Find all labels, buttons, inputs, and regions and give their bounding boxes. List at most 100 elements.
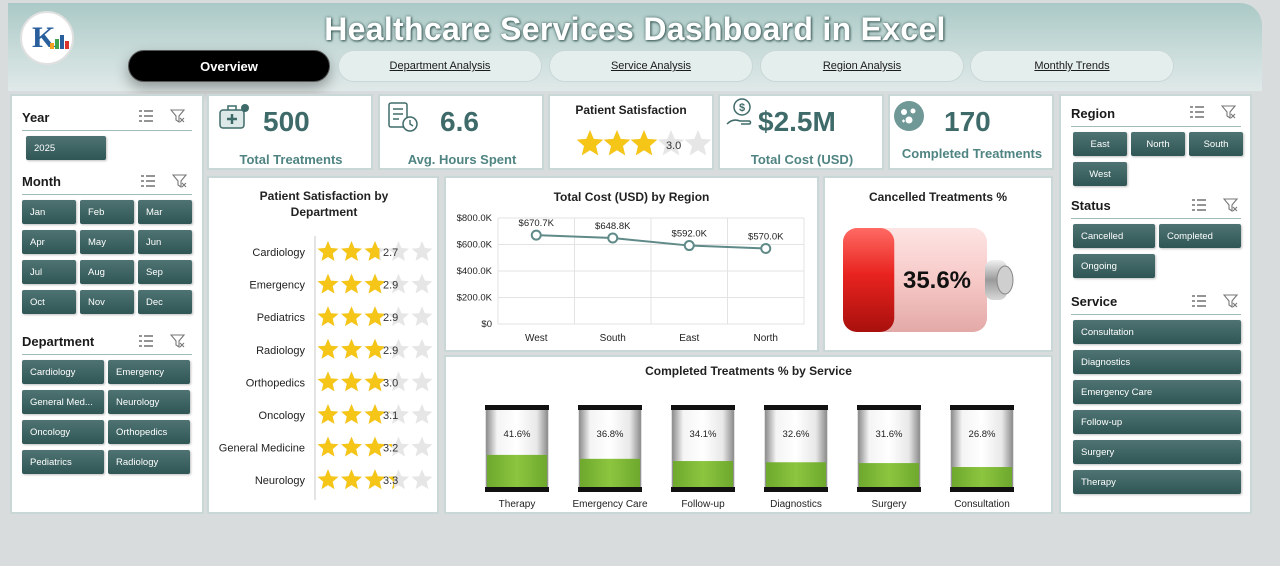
filter-chip-orthopedics[interactable]: Orthopedics [108,420,190,444]
star-rating-radiology [317,338,433,359]
company-logo: K [20,11,74,65]
filter-chip-diagnostics[interactable]: Diagnostics [1073,350,1241,374]
multi-select-icon[interactable] [1191,198,1207,212]
kpi-value: 500 [263,106,310,137]
star-filled-icon [341,273,362,294]
slicer-divider [22,354,192,355]
multi-select-icon[interactable] [140,174,156,188]
filter-chip-consultation[interactable]: Consultation [1073,320,1241,344]
filter-chip-north[interactable]: North [1131,132,1185,156]
y-tick-label: $200.0K [457,293,493,304]
filter-chip-oct[interactable]: Oct [22,290,76,314]
filter-chip-therapy[interactable]: Therapy [1073,470,1241,494]
cancelled-treatments-chart: Cancelled Treatments % 35.6% [823,176,1053,352]
clear-filter-icon[interactable] [170,334,186,348]
clear-filter-icon[interactable] [1223,198,1239,212]
slicer-divider [1071,218,1241,219]
filter-chip-aug[interactable]: Aug [80,260,134,284]
star-filled-icon [364,404,386,424]
data-label: 3.2 [383,443,398,455]
filter-chip-general-med[interactable]: General Med... [22,390,104,414]
filter-chip-south[interactable]: South [1189,132,1243,156]
battery-top-cap [485,405,549,410]
cost-line [536,234,766,250]
multi-select-icon[interactable] [1191,294,1207,308]
money-hand-icon: $ [726,98,752,125]
clear-filter-icon[interactable] [172,174,188,188]
filter-chip-sep[interactable]: Sep [138,260,192,284]
star-empty-icon [388,273,409,294]
filter-chip-surgery[interactable]: Surgery [1073,440,1241,464]
data-label: $570.0K [748,231,784,242]
department-star-chart: Cardiology 2.7 Emergency 2.9 Pediatrics 2.9 Ra… [219,236,433,500]
multi-select-icon[interactable] [138,109,154,123]
battery-terminal [996,265,1014,295]
star-filled-icon [341,338,362,359]
star-empty-icon [411,404,433,424]
filter-chip-west[interactable]: West [1073,162,1127,186]
battery-fill [766,462,826,489]
battery-bottom-cap [950,487,1014,492]
kpi-label: Completed Treatments [901,146,1043,161]
filter-chip-may[interactable]: May [80,230,134,254]
filter-chip-neurology[interactable]: Neurology [108,390,190,414]
star-filled-icon [364,273,384,294]
filter-chip-jul[interactable]: Jul [22,260,76,284]
tab-overview[interactable]: Overview [128,50,330,82]
filter-chip-cancelled[interactable]: Cancelled [1073,224,1155,248]
data-label: 3.0 [383,377,398,389]
tab-department-analysis[interactable]: Department Analysis [338,50,542,82]
filter-chip-mar[interactable]: Mar [138,200,192,224]
star-filled-icon [630,130,658,156]
star-empty-icon [388,338,409,359]
filter-chip-oncology[interactable]: Oncology [22,420,104,444]
battery-diagnostics: 32.6% Diagnostics [764,405,828,510]
star-filled-icon [317,338,339,359]
tab-region-analysis[interactable]: Region Analysis [760,50,964,82]
filter-chip-radiology[interactable]: Radiology [108,450,190,474]
kpi-label: Total Cost (USD) [750,152,854,167]
star-rating-emergency [317,273,433,294]
filter-chip-pediatrics[interactable]: Pediatrics [22,450,104,474]
star-empty-icon [388,404,409,424]
star-filled-icon [388,443,392,448]
data-point [683,240,695,252]
filter-chip-emergency[interactable]: Emergency [108,360,190,384]
filter-chip-nov[interactable]: Nov [80,290,134,314]
clear-filter-icon[interactable] [170,109,186,123]
tab-service-analysis[interactable]: Service Analysis [549,50,753,82]
kpi-value: 170 [944,106,991,137]
chart-title: Cancelled Treatments % [868,190,1008,204]
filter-chip-follow-up[interactable]: Follow-up [1073,410,1241,434]
data-label: 32.6% [783,429,810,440]
clock-clipboard-icon [388,102,418,132]
filter-chip-jun[interactable]: Jun [138,230,192,254]
filter-chip-emergency-care[interactable]: Emergency Care [1073,380,1241,404]
filter-chip-dec[interactable]: Dec [138,290,192,314]
category-label: Radiology [256,345,305,357]
filter-chip-apr[interactable]: Apr [22,230,76,254]
category-label: Neurology [255,475,306,487]
category-label: Emergency Care [572,499,647,510]
kpi-value: $2.5M [758,106,836,137]
filter-chip-completed[interactable]: Completed [1159,224,1241,248]
filter-chip-feb[interactable]: Feb [80,200,134,224]
data-label: 34.1% [690,429,717,440]
star-empty-icon [388,241,409,261]
year-chip[interactable]: 2025 [26,136,106,160]
data-label: 3.1 [383,410,398,422]
tab-monthly-trends[interactable]: Monthly Trends [970,50,1174,82]
filter-chip-cardiology[interactable]: Cardiology [22,360,104,384]
filter-chip-ongoing[interactable]: Ongoing [1073,254,1155,278]
y-tick-label: $800.0K [457,213,493,224]
kpi-rating-label: 3.0 [666,140,681,152]
service-battery-chart: 41.6% Therapy 36.8% Emergency Care 34.1% Foll… [485,405,1014,510]
filter-chip-east[interactable]: East [1073,132,1127,156]
multi-select-icon[interactable] [1189,105,1205,119]
clear-filter-icon[interactable] [1221,105,1237,119]
filter-chip-jan[interactable]: Jan [22,200,76,224]
battery-bottom-cap [485,487,549,492]
multi-select-icon[interactable] [138,334,154,348]
star-empty-icon [411,469,433,490]
clear-filter-icon[interactable] [1223,294,1239,308]
